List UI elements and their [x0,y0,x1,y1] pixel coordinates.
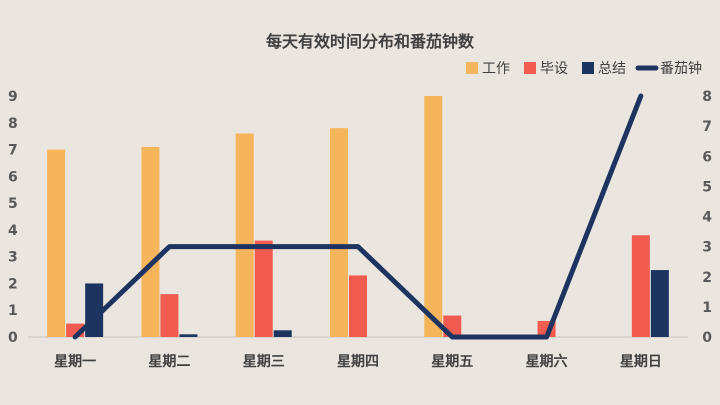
right-tick-label: 5 [702,179,712,195]
right-tick-label: 7 [702,119,712,135]
right-tick-label: 4 [702,210,712,226]
left-tick-label: 3 [8,250,18,266]
chart-title: 每天有效时间分布和番茄钟数 [266,32,475,51]
line-番茄钟 [72,93,644,340]
bar-毕设-星期日 [631,235,650,337]
right-tick-label: 2 [702,270,712,286]
legend-label: 番茄钟 [660,60,702,77]
left-tick-label: 2 [8,276,18,292]
left-tick-label: 8 [8,116,18,132]
bar-毕设-星期二 [160,294,179,337]
legend-label: 总结 [598,61,626,77]
legend-swatch [524,62,536,74]
bar-总结-星期二 [179,334,198,337]
category-label: 星期六 [526,353,568,370]
legend-label: 工作 [482,61,510,77]
category-label: 星期三 [243,354,285,370]
bar-工作-星期三 [235,133,254,337]
bar-工作-星期五 [424,96,443,337]
right-y-axis: 0 1 2 3 4 5 6 7 8 [702,89,712,346]
bar-工作-星期四 [330,128,348,337]
category-label: 星期四 [337,354,379,370]
line-series [72,93,644,340]
right-tick-label: 0 [702,330,712,346]
category-label: 星期二 [148,354,190,370]
bar-总结-星期三 [273,330,292,337]
right-tick-label: 8 [702,89,712,105]
category-label: 星期一 [54,354,96,370]
left-tick-label: 6 [8,169,18,185]
bars [47,96,669,337]
left-tick-label: 9 [8,89,18,105]
left-tick-label: 1 [8,303,18,319]
bar-总结-星期日 [650,270,669,337]
right-tick-label: 6 [702,149,712,165]
legend-swatch [466,62,478,74]
right-tick-label: 3 [702,240,712,256]
left-y-axis: 0 1 2 3 4 5 6 7 8 9 [8,89,18,346]
right-tick-label: 1 [702,300,712,316]
left-tick-label: 0 [8,330,18,346]
legend: 工作 毕设 总结 番茄钟 [466,60,702,77]
category-label: 星期日 [620,354,662,370]
legend-swatch [582,62,594,74]
legend-label: 毕设 [540,61,568,77]
left-tick-label: 4 [8,223,18,239]
bar-工作-星期一 [47,149,66,337]
bar-毕设-星期三 [254,240,273,337]
bar-工作-星期二 [141,146,160,337]
left-tick-label: 5 [8,196,18,212]
bar-毕设-星期四 [349,275,367,337]
x-axis-labels: 星期一 星期二 星期三 星期四 星期五 星期六 星期日 [54,353,662,370]
left-tick-label: 7 [8,143,18,159]
category-label: 星期五 [431,354,473,370]
